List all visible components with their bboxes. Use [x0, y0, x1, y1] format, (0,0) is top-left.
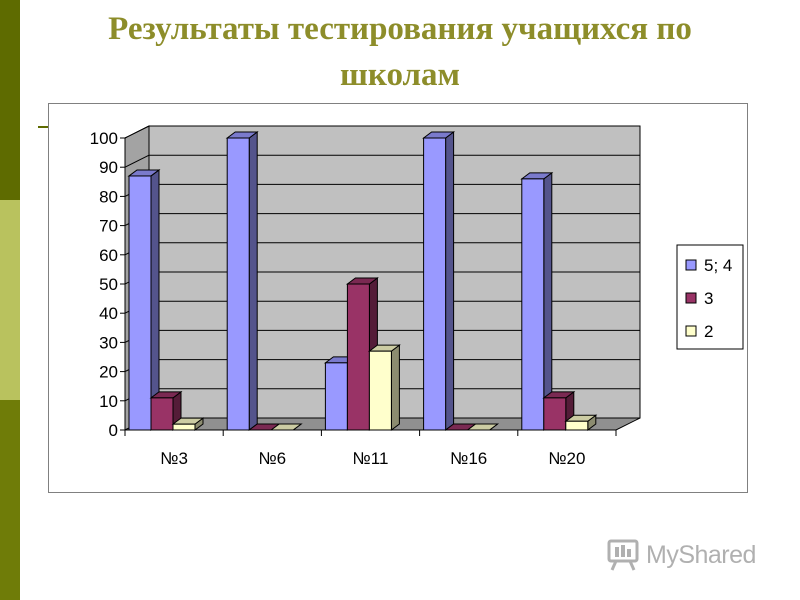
bar: [127, 168, 161, 431]
y-tick-label: 100: [90, 129, 118, 148]
title-line-2: школам: [340, 57, 460, 93]
presentation-board-icon: [607, 539, 639, 571]
title-line-1: Результаты тестирования учащихся по: [108, 11, 692, 47]
y-tick-label: 60: [99, 246, 118, 265]
sidebar-stripe-middle: [0, 200, 20, 400]
x-tick-label: №16: [450, 449, 487, 468]
legend-label: 2: [704, 322, 713, 341]
legend-label: 5; 4: [704, 256, 732, 275]
gridline-side: [124, 154, 150, 168]
x-tick-label: №11: [353, 449, 389, 468]
watermark-text: MyShared: [646, 540, 756, 569]
legend-swatch: [685, 259, 697, 271]
bar-chart: 0 10 20 30 40 50 60 70 80 90 100 №3 №6 №11 №16 №20 5; 4 3…: [90, 125, 744, 468]
watermark: MyShared: [606, 537, 756, 573]
y-tick-label: 80: [99, 187, 118, 206]
bar: [225, 131, 259, 431]
y-tick-label: 70: [99, 217, 118, 236]
y-tick-label: 30: [99, 333, 118, 352]
sidebar-stripe-top: [0, 0, 20, 200]
page-title: Результаты тестирования учащихся по школ…: [40, 6, 760, 98]
y-tick-label: 90: [99, 158, 118, 177]
sidebar-stripe-bottom: [0, 400, 20, 600]
title-accent-line: [38, 126, 50, 128]
bar: [171, 417, 205, 431]
y-tick-label: 40: [99, 304, 118, 323]
legend-swatch: [685, 325, 697, 337]
bar: [367, 344, 401, 431]
bar: [520, 171, 554, 431]
bar: [564, 414, 598, 431]
y-tick-label: 50: [99, 275, 118, 294]
x-tick-label: №3: [160, 449, 188, 468]
gridline-side: [124, 125, 150, 139]
legend-label: 3: [704, 289, 713, 308]
y-tick-label: 0: [109, 421, 118, 440]
x-tick-label: №6: [258, 449, 286, 468]
legend-swatch: [685, 292, 697, 304]
x-tick-label: №20: [548, 449, 585, 468]
y-tick-label: 20: [99, 363, 118, 382]
y-tick-label: 10: [99, 392, 118, 411]
bar: [422, 131, 456, 431]
bar: [542, 390, 576, 431]
